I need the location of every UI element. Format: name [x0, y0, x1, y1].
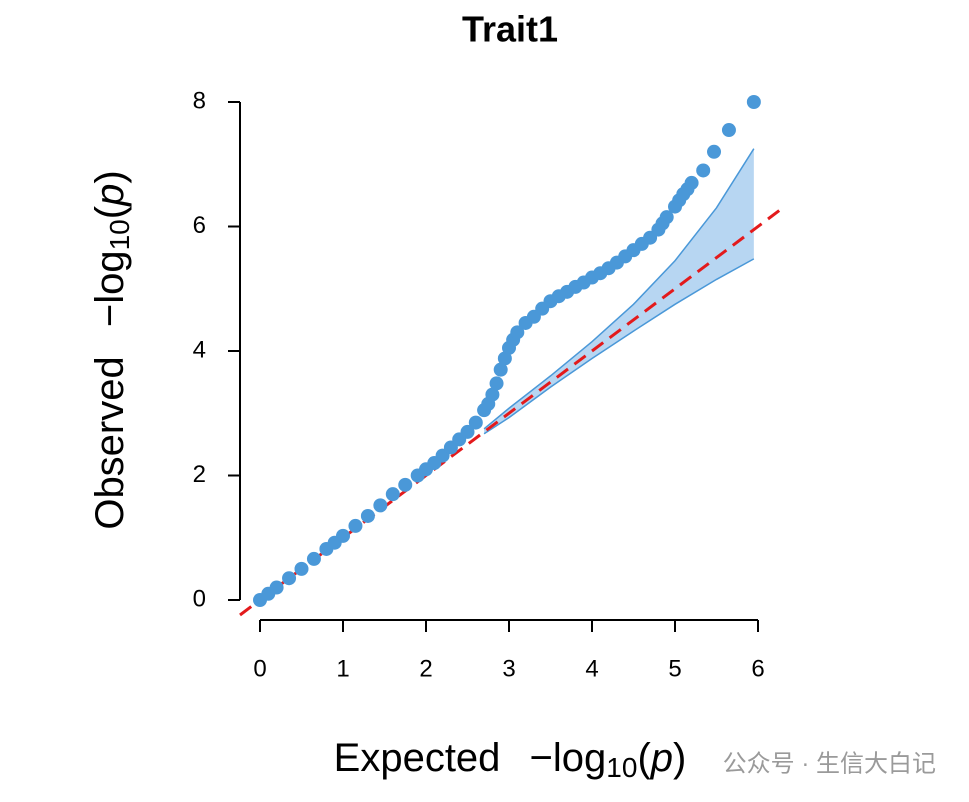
x-label-p: p	[650, 736, 673, 780]
point	[485, 387, 500, 402]
point	[373, 498, 388, 513]
point	[282, 571, 297, 586]
y-label-sub: 10	[104, 219, 135, 250]
x-tick-label: 6	[751, 655, 764, 682]
y-tick-label: 0	[193, 585, 206, 612]
y-label-open: (	[88, 205, 132, 219]
point	[360, 508, 375, 523]
x-tick-label: 5	[668, 655, 681, 682]
x-tick-label: 1	[336, 655, 349, 682]
x-label-open: (	[637, 736, 651, 780]
band-lower	[483, 258, 755, 435]
point	[707, 144, 722, 159]
point	[385, 487, 400, 502]
point	[489, 376, 504, 391]
point	[493, 362, 508, 377]
y-tick-label: 4	[193, 336, 206, 363]
point	[398, 477, 413, 492]
y-tick-label: 8	[193, 87, 206, 114]
y-label-log: −log	[88, 250, 132, 327]
chart-title: Trait1	[462, 9, 558, 50]
point	[696, 163, 711, 178]
x-tick-label: 3	[502, 655, 515, 682]
x-tick-label: 0	[253, 655, 266, 682]
point	[684, 175, 699, 190]
y-tick-label: 6	[193, 212, 206, 239]
point	[294, 561, 309, 576]
x-label-sub: 10	[606, 752, 637, 783]
point	[336, 528, 350, 543]
x-label-log: −log	[530, 736, 607, 780]
y-axis-label: Observed −log10(p)	[88, 170, 136, 529]
point	[468, 415, 483, 430]
point	[306, 551, 321, 566]
x-axis-label: Expected −log10(p)	[334, 736, 687, 784]
y-label-close: )	[88, 170, 132, 183]
point	[348, 518, 363, 533]
x-tick-label: 4	[585, 655, 598, 682]
point	[269, 580, 284, 595]
point	[497, 351, 512, 366]
band-upper	[483, 148, 755, 430]
point	[659, 210, 674, 225]
point	[510, 325, 525, 340]
reference-line	[239, 208, 781, 617]
point	[746, 95, 761, 109]
point	[721, 123, 736, 138]
y-tick-label: 2	[193, 461, 206, 488]
x-label-close: )	[673, 736, 686, 780]
y-label-p: p	[88, 184, 132, 207]
x-label-text: Expected	[334, 736, 501, 780]
point	[460, 424, 475, 439]
confidence-band	[484, 148, 754, 434]
x-tick-label: 2	[419, 655, 432, 682]
watermark: 公众号 · 生信大白记	[723, 750, 936, 777]
y-label-text: Observed	[88, 356, 132, 529]
